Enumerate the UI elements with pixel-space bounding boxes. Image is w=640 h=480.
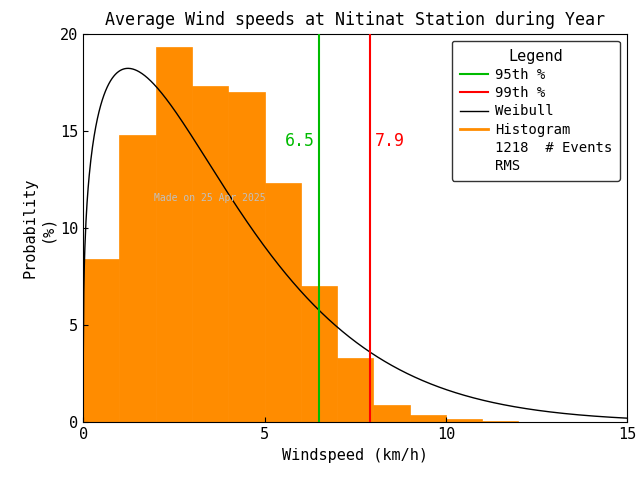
- Bar: [156, 47, 192, 422]
- Bar: [446, 420, 482, 422]
- Title: Average Wind speeds at Nitinat Station during Year: Average Wind speeds at Nitinat Station d…: [105, 11, 605, 29]
- Bar: [301, 286, 337, 422]
- Bar: [120, 135, 156, 422]
- Bar: [83, 259, 120, 422]
- X-axis label: Windspeed (km/h): Windspeed (km/h): [282, 448, 428, 463]
- Bar: [410, 415, 446, 422]
- Text: 6.5: 6.5: [285, 132, 316, 150]
- Bar: [228, 92, 264, 422]
- Bar: [337, 358, 373, 422]
- Bar: [264, 183, 301, 422]
- Bar: [373, 405, 410, 422]
- Text: 7.9: 7.9: [375, 132, 405, 150]
- Legend: 95th %, 99th %, Weibull, Histogram, 1218  # Events, RMS: 95th %, 99th %, Weibull, Histogram, 1218…: [452, 40, 620, 181]
- Y-axis label: Probability
(%): Probability (%): [22, 178, 54, 278]
- Bar: [482, 421, 518, 422]
- Text: Made on 25 Apr 2025: Made on 25 Apr 2025: [154, 193, 266, 203]
- Bar: [192, 86, 228, 422]
